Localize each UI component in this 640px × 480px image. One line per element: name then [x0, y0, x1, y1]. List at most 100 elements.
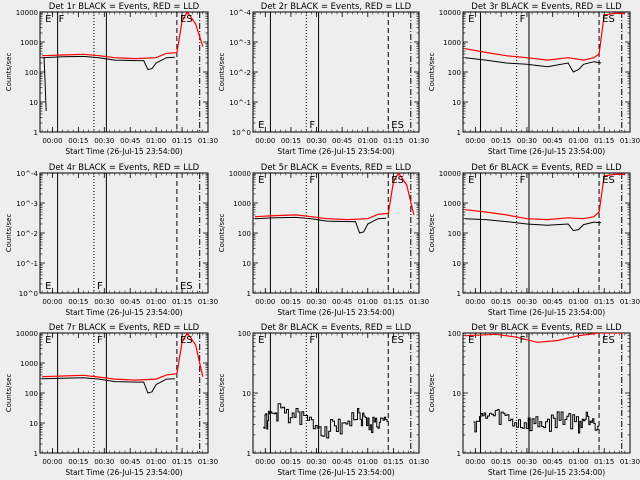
- plot-title: Det 5r BLACK = Events, RED = LLD: [261, 163, 412, 173]
- x-axis-label: Start Time (26-Jul-15 23:54:00): [488, 468, 605, 477]
- x-tick-label: 00:00: [42, 298, 62, 306]
- x-tick-label: 00:45: [543, 298, 563, 306]
- y-tick-label: 1: [457, 129, 461, 137]
- y-axis-label: Counts/sec: [5, 214, 13, 253]
- y-tick-label: 10^0: [232, 129, 251, 137]
- plot-panel-5: Det 5r BLACK = Events, RED = LLD 1 10 100 10…: [218, 163, 429, 317]
- x-tick-label: 00:30: [517, 137, 537, 145]
- y-tick-label: 10^-2: [229, 69, 251, 77]
- x-axis-label: Start Time (26-Jul-15 23:54:00): [488, 147, 605, 156]
- plot-frame: [252, 11, 420, 133]
- y-tick-label: 1: [247, 450, 251, 458]
- series-line-events: [465, 218, 602, 232]
- plot-panel-1: Det 1r BLACK = Events, RED = LLD 1 10 100 10…: [5, 2, 218, 156]
- x-tick-label: 00:30: [306, 458, 326, 466]
- y-tick-label: 10: [452, 260, 461, 268]
- x-tick-label: 00:15: [68, 458, 88, 466]
- y-tick-label: 10^-1: [229, 99, 251, 107]
- plot-frame: [252, 332, 420, 454]
- y-tick-label: 1: [457, 450, 461, 458]
- flag-label: E: [45, 281, 51, 292]
- x-tick-label: 00:45: [332, 458, 352, 466]
- y-tick-label: 10: [242, 390, 251, 398]
- plot-panel-3: Det 3r BLACK = Events, RED = LLD 1 10 100 10…: [428, 2, 640, 156]
- x-axis-label: Start Time (26-Jul-15 23:54:00): [488, 308, 605, 317]
- y-tick-label: 10^0: [19, 290, 38, 298]
- plot-frame: [462, 172, 631, 294]
- y-tick-label: 10^-4: [16, 170, 38, 178]
- series-line-lld: [465, 173, 625, 221]
- y-axis-label: Counts/sec: [428, 374, 436, 413]
- series-line-events: [254, 216, 387, 234]
- plot-title: Det 1r BLACK = Events, RED = LLD: [49, 2, 200, 12]
- plot-frame: [462, 332, 631, 454]
- x-tick-label: 01:15: [383, 298, 403, 306]
- series-group: [464, 12, 625, 73]
- series-line-events: [43, 57, 47, 112]
- x-tick-label: 01:30: [620, 458, 640, 466]
- x-tick-label: 01:00: [146, 298, 166, 306]
- x-tick-label: 01:00: [146, 458, 166, 466]
- x-tick-label: 00:15: [281, 137, 301, 145]
- x-tick-label: 01:30: [620, 298, 640, 306]
- series-line-lld: [465, 333, 625, 343]
- x-tick-label: 00:30: [94, 137, 114, 145]
- y-tick-label: 10000: [16, 330, 38, 338]
- flag-label: ES: [180, 335, 193, 346]
- x-tick-label: 00:45: [120, 298, 140, 306]
- x-tick-label: 01:00: [568, 298, 588, 306]
- series-line-events: [42, 55, 175, 71]
- series-group: [263, 403, 389, 439]
- x-tick-label: 00:00: [42, 458, 62, 466]
- x-axis-label: Start Time (26-Jul-15 23:54:00): [65, 468, 182, 477]
- x-axis-label: Start Time (26-Jul-15 23:54:00): [65, 147, 182, 156]
- series-line-lld: [254, 173, 415, 221]
- y-tick-label: 10000: [439, 9, 461, 17]
- plot-panel-2: Det 2r BLACK = Events, RED = LLD 10^0 10^-…: [218, 2, 429, 156]
- plot-title: Det 9r BLACK = Events, RED = LLD: [471, 323, 622, 333]
- flag-label: ES: [391, 175, 404, 186]
- y-tick-label: 1000: [20, 39, 38, 47]
- series-line-lld: [42, 333, 204, 381]
- series-line-events: [42, 377, 175, 394]
- x-tick-label: 01:00: [358, 298, 378, 306]
- flag-label: F: [309, 120, 315, 131]
- flag-label: ES: [391, 335, 404, 346]
- x-tick-label: 00:15: [281, 458, 301, 466]
- plot-frame: [39, 332, 209, 454]
- x-tick-label: 00:15: [491, 458, 511, 466]
- x-tick-label: 00:30: [94, 458, 114, 466]
- y-axis-label: Counts/sec: [428, 53, 436, 92]
- series-line-events: [473, 409, 600, 434]
- plot-frame: [252, 172, 420, 294]
- x-axis-label: Start Time (26-Jul-15 23:54:00): [277, 147, 394, 156]
- y-tick-label: 1000: [20, 360, 38, 368]
- x-tick-label: 00:30: [517, 458, 537, 466]
- plot-panel-4: Det 4r BLACK = Events, RED = LLD 10^0 10^-…: [5, 163, 218, 317]
- y-axis-label: Counts/sec: [5, 374, 13, 413]
- flag-label: E: [468, 175, 474, 186]
- x-tick-label: 01:15: [172, 458, 192, 466]
- x-tick-label: 00:45: [543, 137, 563, 145]
- x-tick-label: 00:30: [94, 298, 114, 306]
- plot-title: Det 4r BLACK = Events, RED = LLD: [49, 163, 200, 173]
- y-tick-label: 10: [452, 99, 461, 107]
- flag-label: ES: [602, 14, 615, 25]
- flag-label: F: [520, 335, 526, 346]
- x-tick-label: 00:30: [306, 298, 326, 306]
- x-tick-label: 00:45: [332, 137, 352, 145]
- y-tick-label: 1: [247, 290, 251, 298]
- x-tick-label: 00:00: [42, 137, 62, 145]
- plot-frame: [39, 11, 209, 133]
- y-tick-label: 100: [448, 330, 461, 338]
- y-axis-label: Counts/sec: [218, 374, 226, 413]
- y-tick-label: 100: [238, 230, 251, 238]
- x-tick-label: 00:15: [491, 137, 511, 145]
- series-group: [42, 12, 204, 112]
- plot-frame: [39, 172, 209, 294]
- x-tick-label: 01:30: [409, 137, 429, 145]
- x-tick-label: 01:15: [594, 298, 614, 306]
- y-tick-label: 100: [238, 330, 251, 338]
- y-tick-label: 10: [29, 420, 38, 428]
